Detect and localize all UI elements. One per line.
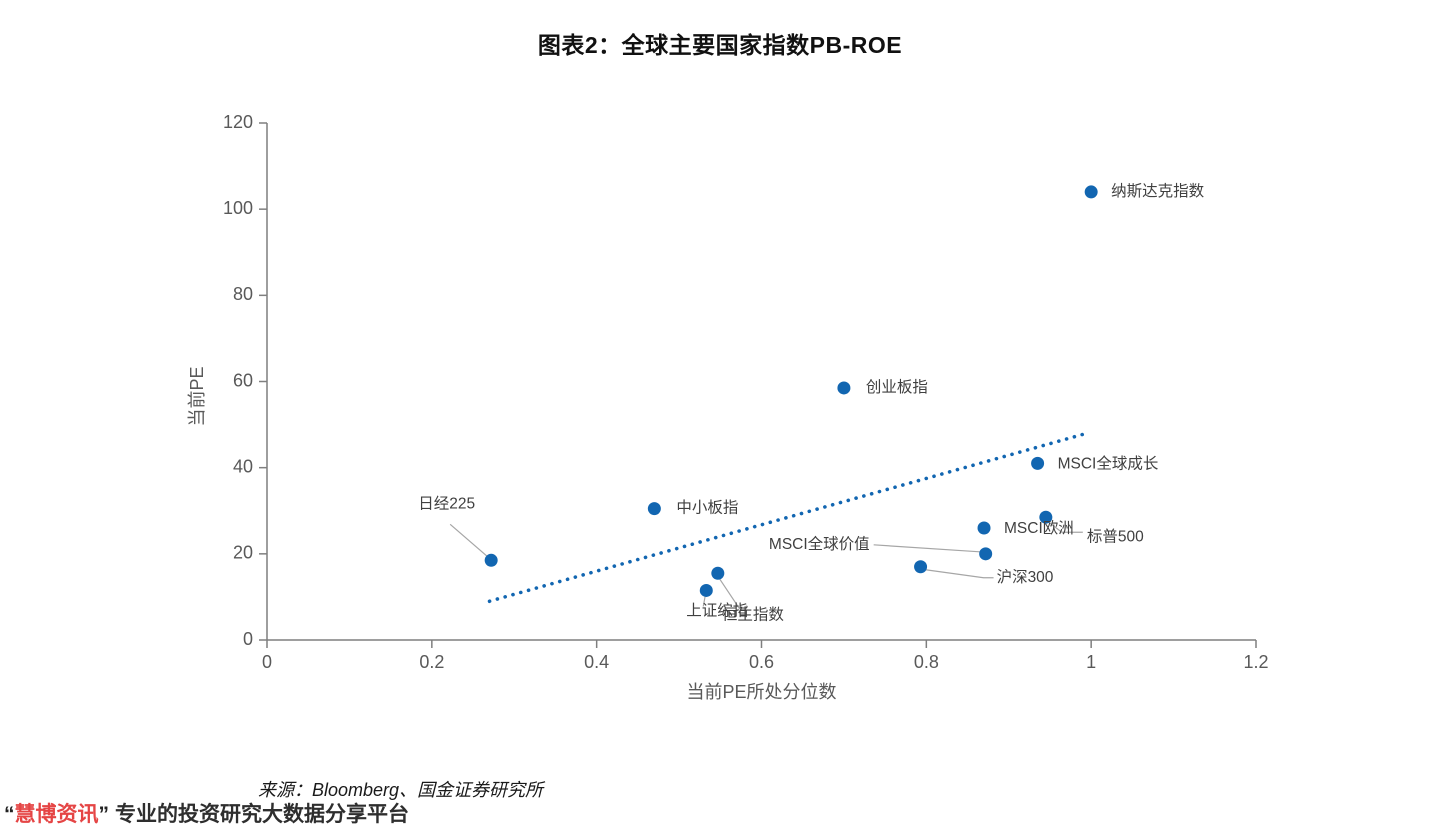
leader-line bbox=[873, 544, 980, 553]
x-tick-label: 1.2 bbox=[1243, 652, 1268, 672]
data-point-label: 日经225 bbox=[418, 494, 475, 512]
y-tick-label: 80 bbox=[233, 284, 253, 304]
watermark-open-quote: “ bbox=[4, 803, 15, 826]
x-tick-label: 0.6 bbox=[749, 652, 774, 672]
x-tick-label: 0.8 bbox=[914, 652, 939, 672]
leader-line bbox=[702, 595, 706, 607]
y-tick-label: 100 bbox=[223, 198, 253, 218]
chart-title: 图表2：全球主要国家指数PB-ROE bbox=[537, 32, 903, 58]
x-tick-label: 0.4 bbox=[584, 652, 609, 672]
y-tick-label: 20 bbox=[233, 543, 253, 563]
y-tick-label: 120 bbox=[223, 112, 253, 132]
data-point-label: 中小板指 bbox=[676, 499, 738, 517]
data-point-label: 标普500 bbox=[1087, 527, 1144, 545]
data-point bbox=[1039, 510, 1053, 524]
x-axis-title: 当前PE所处分位数 bbox=[686, 682, 836, 702]
trend-line bbox=[487, 431, 1089, 604]
data-point-label: 恒生指数 bbox=[722, 605, 785, 623]
source-note: 来源：Bloomberg、国金证券研究所 bbox=[258, 780, 544, 800]
leader-line bbox=[449, 523, 488, 557]
leader-line bbox=[719, 578, 741, 610]
y-tick-label: 40 bbox=[233, 456, 253, 476]
data-point-label: 沪深300 bbox=[997, 568, 1054, 586]
data-point bbox=[1084, 185, 1098, 199]
watermark-close-quote: ” bbox=[98, 803, 110, 826]
leader-line bbox=[925, 569, 994, 579]
data-point-label: 创业板指 bbox=[866, 378, 928, 396]
data-point bbox=[979, 547, 993, 561]
x-tick-label: 0 bbox=[262, 652, 272, 672]
y-axis-title: 当前PE bbox=[187, 366, 207, 426]
watermark-tagline: 专业的投资研究大数据分享平台 bbox=[115, 803, 409, 826]
data-point bbox=[1031, 456, 1045, 470]
data-point bbox=[837, 381, 851, 395]
scatter-plot: 0 20 40 60 80 100 120 0 0.2 0.4 0.6 0.8 1 1.2 当前PE所处分位… bbox=[187, 112, 1269, 702]
data-point bbox=[914, 560, 928, 574]
x-tick-label: 1 bbox=[1086, 652, 1096, 672]
data-point-label: 纳斯达克指数 bbox=[1111, 182, 1205, 200]
data-point-label: MSCI全球价值 bbox=[769, 535, 870, 553]
y-tick-label: 60 bbox=[233, 370, 253, 390]
data-point bbox=[977, 521, 991, 535]
leader-line bbox=[1048, 521, 1083, 533]
data-point-label: 上证综指 bbox=[686, 602, 748, 620]
x-tick-label: 0.2 bbox=[419, 652, 444, 672]
data-point bbox=[711, 566, 725, 580]
watermark-brand: 慧博资讯 bbox=[14, 803, 99, 826]
data-point bbox=[699, 583, 713, 597]
data-point-label: MSCI欧洲 bbox=[1004, 519, 1074, 537]
data-point bbox=[484, 553, 498, 567]
data-point bbox=[647, 502, 661, 516]
data-point-label: MSCI全球成长 bbox=[1058, 454, 1159, 472]
watermark: “慧博资讯” 专业的投资研究大数据分享平台 bbox=[4, 798, 409, 826]
y-tick-label: 0 bbox=[243, 629, 253, 649]
